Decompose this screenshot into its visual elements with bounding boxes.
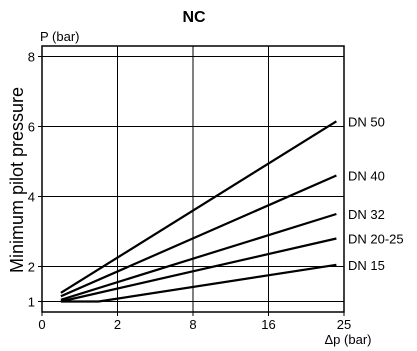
y-unit-label: P (bar) [40, 29, 80, 44]
series-label: DN 32 [348, 207, 385, 222]
y-tick-label: 8 [28, 50, 35, 65]
series-labels: DN 50 DN 40 DN 32 DN 20-25 DN 15 [348, 114, 404, 273]
series-label: DN 50 [348, 114, 385, 129]
y-tick-label: 2 [28, 260, 35, 275]
x-tick-label: 16 [261, 317, 275, 332]
series-label: DN 40 [348, 169, 385, 184]
series-line [60, 120, 337, 294]
y-tick-labels: 1 2 4 6 8 [28, 50, 35, 310]
plot-frame [41, 45, 345, 313]
x-unit-label: Δp (bar) [325, 332, 372, 347]
x-tick-label: 2 [114, 317, 121, 332]
x-tick-labels: 0 2 8 16 25 [38, 317, 351, 332]
grid [38, 46, 345, 316]
y-tick-label: 4 [28, 190, 35, 205]
series-label: DN 20-25 [348, 232, 404, 247]
series-line [60, 212, 337, 301]
x-tick-label: 0 [38, 317, 45, 332]
series-label: DN 15 [348, 258, 385, 273]
series-line [60, 174, 337, 298]
chart-title: NC [182, 9, 206, 26]
x-tick-label: 25 [337, 317, 351, 332]
y-tick-label: 1 [28, 295, 35, 310]
y-axis-title: Minimum pilot pressure [7, 87, 27, 273]
series-lines [60, 120, 337, 303]
series-line [60, 237, 337, 303]
series-line [60, 263, 337, 303]
y-tick-label: 6 [28, 120, 35, 135]
x-tick-label: 8 [189, 317, 196, 332]
